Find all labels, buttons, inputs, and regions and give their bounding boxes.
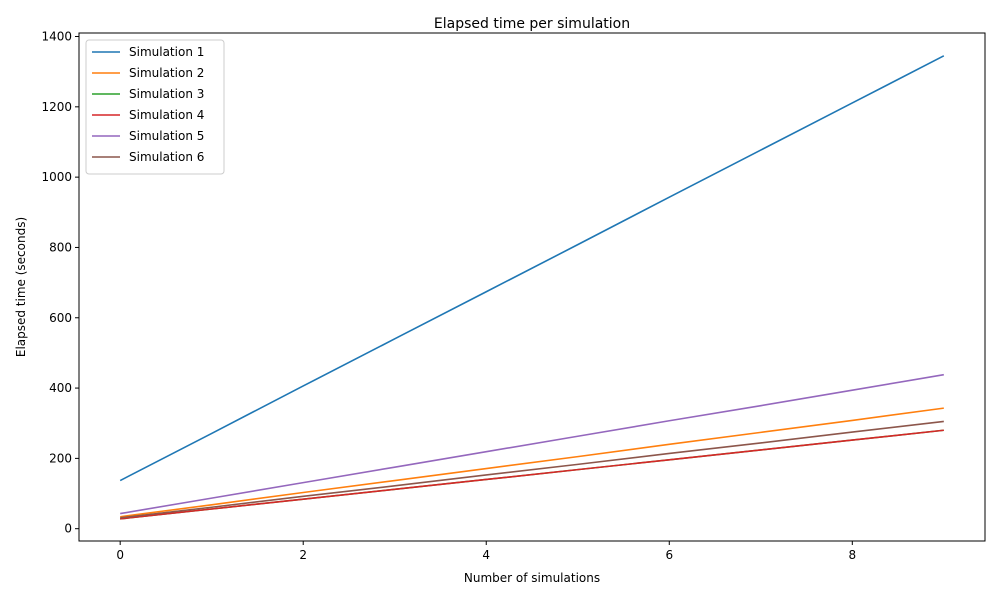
y-tick-label: 400 (49, 381, 72, 395)
legend-label-4: Simulation 4 (129, 108, 204, 122)
series-line-6 (120, 420, 944, 519)
x-tick-label: 2 (299, 548, 307, 562)
series-layer (119, 55, 945, 520)
chart-title: Elapsed time per simulation (434, 16, 630, 32)
y-tick-label: 1200 (41, 100, 72, 114)
legend: Simulation 1 Simulation 2 Simulation 3 Simu… (85, 39, 225, 175)
y-tick-label: 200 (49, 451, 72, 465)
x-axis-label: Number of simulations (464, 571, 600, 585)
x-axis: 0 2 4 6 8 (116, 541, 856, 562)
y-tick-label: 0 (64, 522, 72, 536)
series-line-1 (119, 55, 945, 482)
series-line-5 (120, 373, 944, 515)
y-tick-label: 1000 (41, 170, 72, 184)
x-tick-label: 4 (482, 548, 490, 562)
x-tick-label: 0 (116, 548, 124, 562)
y-tick-label: 1400 (41, 30, 72, 44)
y-tick-label: 600 (49, 311, 72, 325)
series-line-4 (120, 429, 944, 520)
legend-label-2: Simulation 2 (129, 66, 204, 80)
legend-box (85, 39, 225, 175)
y-tick-label: 800 (49, 240, 72, 254)
series-line-2 (120, 407, 944, 518)
x-tick-label: 8 (848, 548, 856, 562)
legend-label-3: Simulation 3 (129, 87, 204, 101)
y-axis: 0 200 400 600 800 1000 1200 1400 (41, 30, 79, 536)
legend-label-1: Simulation 1 (129, 45, 204, 59)
plot-frame (78, 32, 986, 542)
legend-label-5: Simulation 5 (129, 129, 204, 143)
y-axis-label: Elapsed time (seconds) (14, 217, 28, 357)
legend-label-6: Simulation 6 (129, 150, 204, 164)
x-tick-label: 6 (665, 548, 673, 562)
